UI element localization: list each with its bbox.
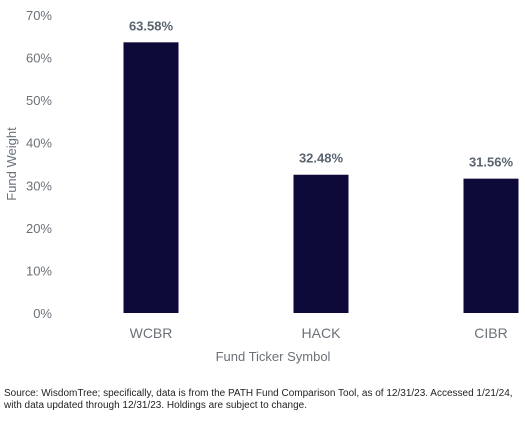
- data-label: 31.56%: [469, 155, 514, 170]
- bar-chart: 0% 10% 20% 30% 40% 50% 60% 70% 63.58% 32.48% 31.5…: [4, 8, 519, 364]
- x-tick-label: HACK: [302, 325, 342, 341]
- bar-wcbr: [123, 42, 179, 313]
- x-tick-label: WCBR: [130, 325, 173, 341]
- y-tick-label: 70%: [26, 8, 52, 23]
- y-tick-label: 50%: [26, 93, 52, 108]
- source-note: Source: WisdomTree; specifically, data i…: [4, 388, 513, 411]
- bar-cibr: [463, 178, 519, 313]
- y-tick-label: 30%: [26, 178, 52, 193]
- x-axis-title: Fund Ticker Symbol: [216, 349, 331, 364]
- y-axis-title: Fund Weight: [4, 127, 19, 201]
- y-tick-label: 40%: [26, 136, 52, 151]
- y-axis-ticks: 0% 10% 20% 30% 40% 50% 60% 70%: [26, 8, 52, 321]
- data-labels: 63.58% 32.48% 31.56%: [129, 18, 514, 169]
- data-label: 63.58%: [129, 18, 174, 33]
- y-tick-label: 20%: [26, 221, 52, 236]
- data-label: 32.48%: [299, 151, 344, 166]
- bars: [123, 42, 519, 313]
- bar-hack: [293, 174, 349, 313]
- x-axis-category-labels: WCBR HACK CIBR: [130, 325, 508, 341]
- y-tick-label: 60%: [26, 51, 52, 66]
- x-tick-label: CIBR: [474, 325, 507, 341]
- y-tick-label: 10%: [26, 263, 52, 278]
- y-tick-label: 0%: [33, 306, 52, 321]
